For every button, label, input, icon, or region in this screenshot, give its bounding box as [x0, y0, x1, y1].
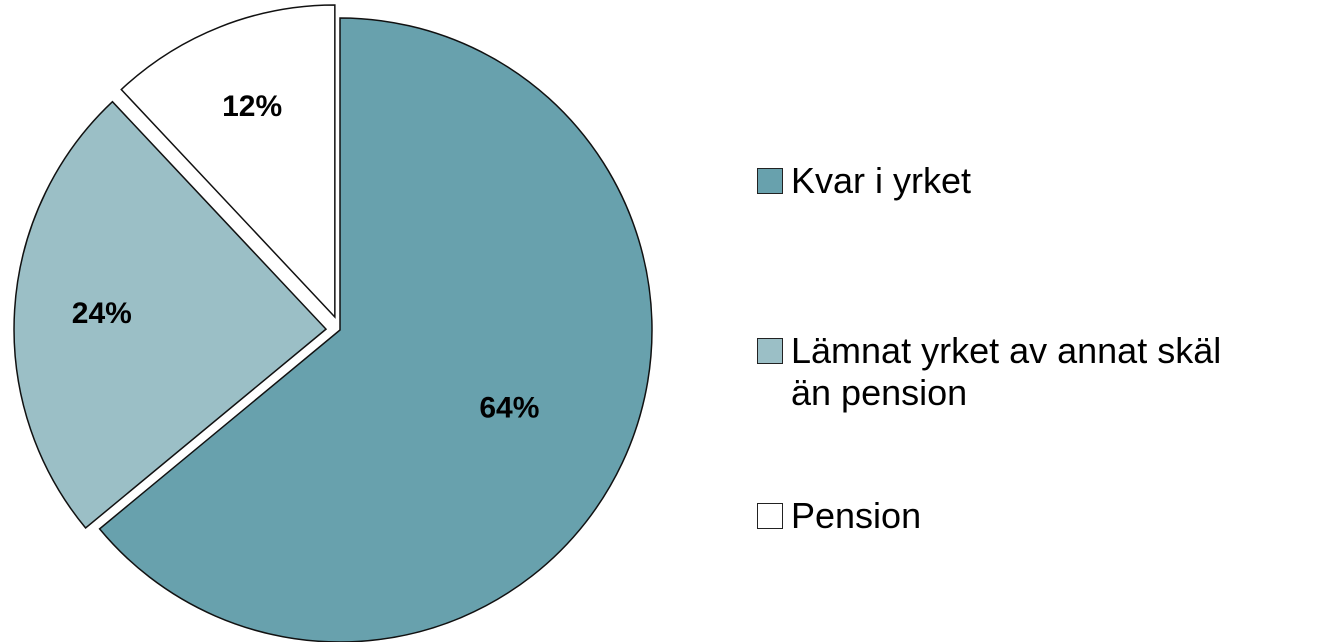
legend-label: Kvar i yrket	[791, 160, 972, 201]
data-label: 64%	[479, 392, 539, 425]
legend-item: Pension	[757, 495, 1261, 537]
legend-label: Pension	[791, 495, 922, 536]
legend-label: Lämnat yrket av annat skäl än pension	[791, 330, 1222, 413]
legend-swatch	[757, 503, 783, 529]
legend-swatch	[757, 168, 783, 194]
pie-slice	[13, 100, 328, 530]
legend-swatch	[757, 338, 783, 364]
legend-item: Lämnat yrket av annat skäl än pension	[757, 330, 1261, 414]
pie-slice	[120, 4, 336, 319]
data-label: 12%	[222, 90, 282, 123]
data-label: 24%	[72, 297, 132, 330]
pie-slice	[98, 17, 653, 642]
legend-item: Kvar i yrket	[757, 160, 1261, 202]
